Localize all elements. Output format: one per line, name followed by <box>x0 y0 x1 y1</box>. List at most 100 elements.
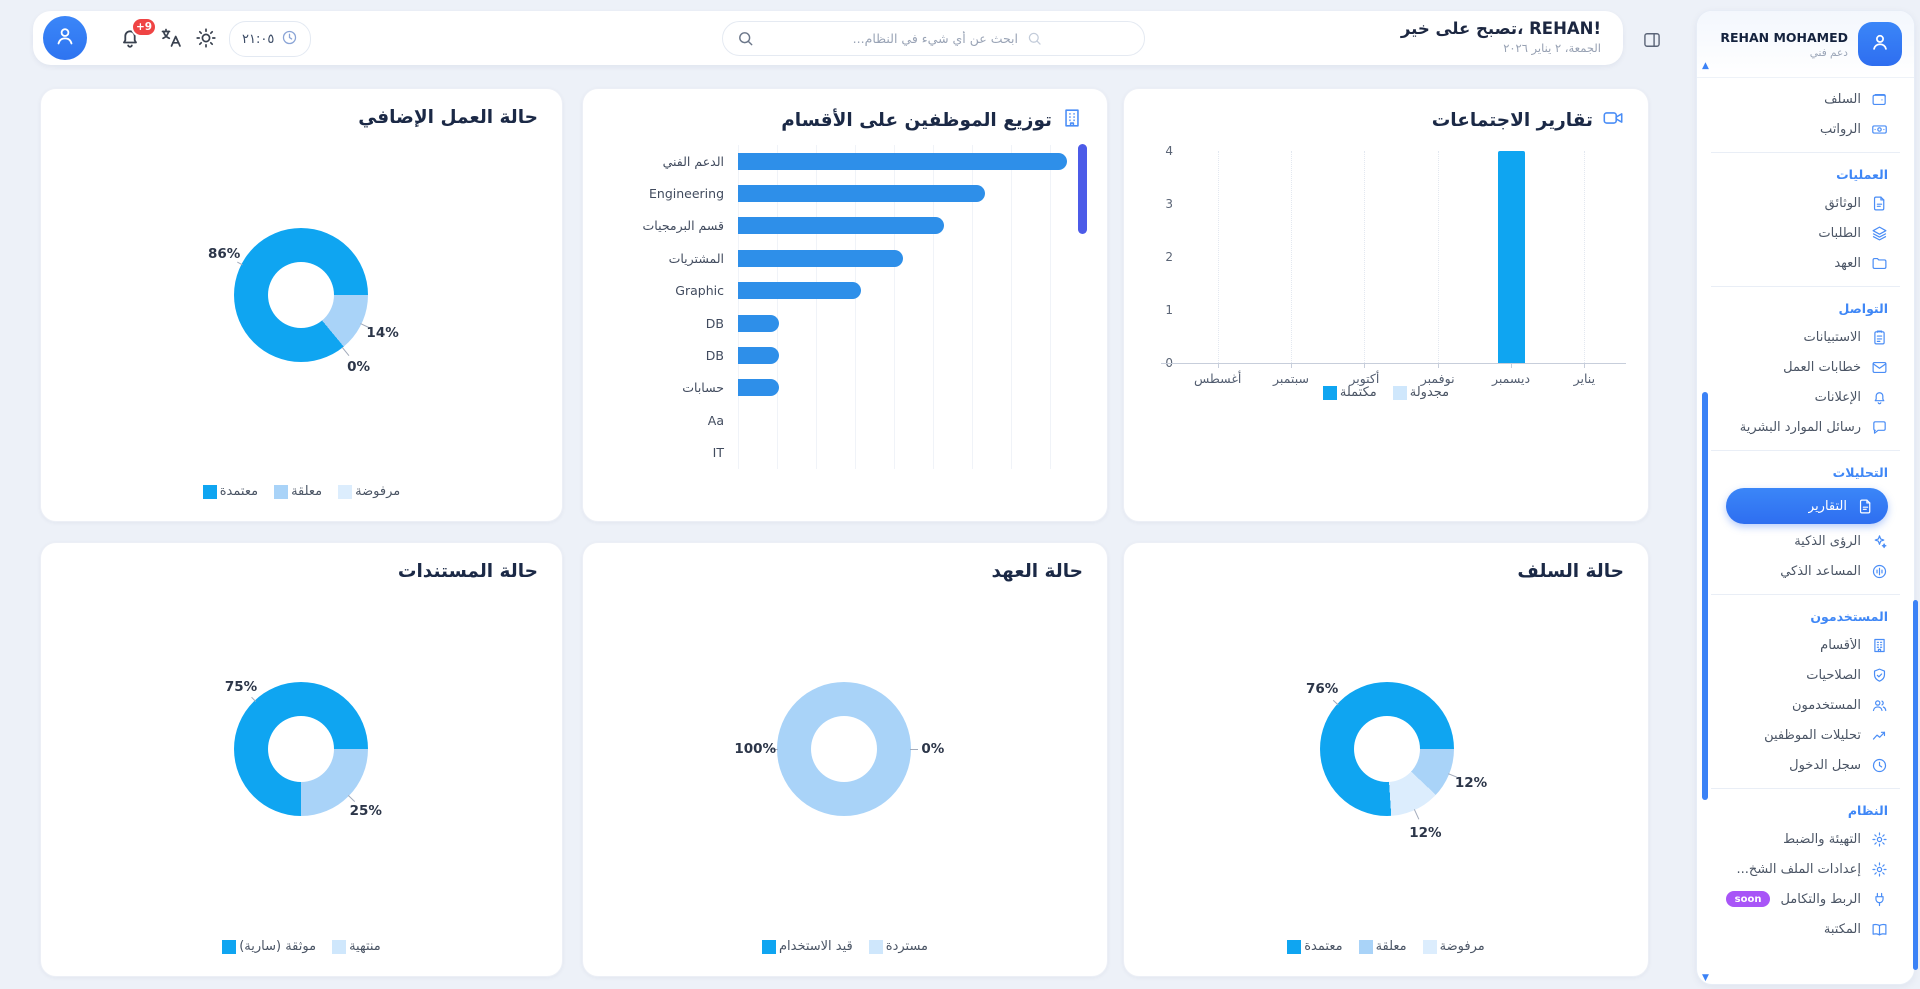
legend-swatch <box>222 939 237 954</box>
x-axis-tick <box>1364 363 1366 368</box>
legend-item: معتمدة <box>1287 939 1343 954</box>
greeting-date: الجمعة، ٢ يناير ٢٠٢٦ <box>1503 41 1601 55</box>
legend-item: مجدولة <box>1392 385 1450 400</box>
legend-label: قيد الاستخدام <box>778 939 853 954</box>
legend-swatch <box>338 484 353 499</box>
book-icon <box>1871 921 1888 938</box>
building-icon <box>1871 637 1888 654</box>
chart-legend: معتمدة معلقة مرفوضة <box>1124 939 1648 954</box>
sidebar-scrollbar-thumb[interactable] <box>1702 392 1708 800</box>
donut-hole <box>268 262 334 328</box>
legend-label: مرفوضة <box>1439 939 1485 954</box>
card-title: حالة السلف <box>1517 561 1624 582</box>
bar <box>738 152 1067 170</box>
legend-swatch <box>274 484 289 499</box>
sidebar-item[interactable]: الرؤى الذكية <box>1697 526 1914 556</box>
theme-sun-icon[interactable] <box>194 26 218 50</box>
user-avatar-button[interactable] <box>43 16 87 60</box>
sidebar-item[interactable]: رسائل الموارد البشرية <box>1697 412 1914 442</box>
person-icon <box>1869 31 1891 57</box>
page-scrollbar-thumb[interactable] <box>1913 600 1918 970</box>
sidebar-item[interactable]: الوثائق <box>1697 188 1914 218</box>
sidebar-item-label: رسائل الموارد البشرية <box>1739 419 1861 435</box>
sidebar-scroll-down-icon[interactable]: ▼ <box>1702 973 1709 983</box>
sidebar-item[interactable]: الاستبيانات <box>1697 322 1914 352</box>
time-text: ٢١:٠٥ <box>242 31 275 47</box>
y-axis-tick: 2 <box>1165 250 1173 264</box>
label-leader-line <box>910 749 918 750</box>
sidebar-item[interactable]: المكتبة <box>1697 914 1914 944</box>
bar <box>1497 151 1525 363</box>
legend-item: مرفوضة <box>1422 939 1485 954</box>
x-axis-label: أكتوبر <box>1349 371 1380 386</box>
nav-divider <box>1711 450 1900 451</box>
notifications-bell-icon[interactable] <box>118 26 142 50</box>
sidebar-item[interactable]: الرواتب <box>1697 114 1914 144</box>
sidebar-item[interactable]: الأقسام <box>1697 630 1914 660</box>
bar-row: Aa <box>607 404 1067 436</box>
search-input[interactable] <box>722 21 1145 56</box>
wallet-icon <box>1871 91 1888 108</box>
profile-role: دعم فني <box>1809 46 1848 59</box>
bar-category-label: المشتريات <box>668 250 724 266</box>
sidebar-item[interactable]: المستخدمون <box>1697 690 1914 720</box>
chart-scrollbar-thumb[interactable] <box>1078 144 1087 234</box>
bar-category-label: Engineering <box>649 186 724 202</box>
legend-swatch <box>1287 939 1302 954</box>
legend-label: معتمدة <box>1304 939 1343 954</box>
sidebar-item[interactable]: السلف <box>1697 84 1914 114</box>
sidebar-toggle-icon[interactable] <box>1641 30 1663 50</box>
legend-label: مجدولة <box>1409 385 1450 400</box>
bar <box>738 282 862 300</box>
sidebar-item-label: المساعد الذكي <box>1780 563 1861 579</box>
time-pill[interactable]: ٢١:٠٥ <box>229 21 312 57</box>
overtime-donut-chart: 86% 14% 0% <box>181 175 421 415</box>
layers-icon <box>1871 225 1888 242</box>
translate-icon[interactable] <box>159 26 183 50</box>
sidebar-item[interactable]: التقارير <box>1726 488 1888 524</box>
sidebar-item[interactable]: الصلاحيات <box>1697 660 1914 690</box>
trend-icon <box>1871 727 1888 744</box>
meetings-bar-chart: 01234أغسطسسبتمبرأكتوبرنوفمبرديسمبريناير <box>1124 89 1648 521</box>
legend-swatch <box>868 939 883 954</box>
document-icon <box>1871 195 1888 212</box>
search-icon-faint <box>1026 30 1043 47</box>
sidebar-item-label: الربط والتكامل <box>1780 891 1861 907</box>
chart-legend: موثقة (سارية) منتهية <box>41 939 562 954</box>
legend-label: منتهية <box>349 939 381 954</box>
sidebar-item[interactable]: التهيئة والضبط <box>1697 824 1914 854</box>
sidebar-item[interactable]: خطابات العمل <box>1697 352 1914 382</box>
sidebar-item[interactable]: الإعلانات <box>1697 382 1914 412</box>
advances-donut-chart: 76% 12% 12% <box>1267 629 1507 869</box>
sidebar-item[interactable]: العهد <box>1697 248 1914 278</box>
sidebar-item-label: الطلبات <box>1818 225 1861 241</box>
sidebar-item-label: العهد <box>1834 255 1861 271</box>
donut-value-label: 0% <box>347 359 371 375</box>
sidebar-item[interactable]: تحليلات الموظفين <box>1697 720 1914 750</box>
sidebar-profile: REHAN MOHAMED دعم فني <box>1697 11 1914 78</box>
sidebar-item[interactable]: إعدادات الملف الشخ... <box>1697 854 1914 884</box>
sidebar-item[interactable]: سجل الدخول <box>1697 750 1914 780</box>
card-documents-status: حالة المستندات 75% 25% موثقة (سارية) منتهي… <box>40 542 563 977</box>
sidebar-item[interactable]: المساعد الذكي <box>1697 556 1914 586</box>
greeting-text: تصبح على خير، REHAN! <box>1400 19 1601 38</box>
shield-icon <box>1871 667 1888 684</box>
legend-item: موثقة (سارية) <box>222 939 316 954</box>
x-axis-label: ديسمبر <box>1491 371 1531 386</box>
sidebar-item[interactable]: الطلبات <box>1697 218 1914 248</box>
nav-divider <box>1711 788 1900 789</box>
legend-label: مرفوضة <box>355 484 401 499</box>
sidebar-scroll-up-icon[interactable]: ▲ <box>1702 61 1709 71</box>
profile-avatar[interactable] <box>1858 22 1902 66</box>
clock-icon <box>1871 757 1888 774</box>
card-custody-status: حالة العهد 0% 100% قيد الاستخدام مستردة <box>582 542 1108 977</box>
bar <box>738 314 780 332</box>
sidebar-item-label: التهيئة والضبط <box>1783 831 1861 847</box>
assistant-icon <box>1871 563 1888 580</box>
card-title: حالة العهد <box>991 561 1083 582</box>
legend-label: مكتملة <box>1339 385 1377 400</box>
legend-label: معتمدة <box>219 484 259 499</box>
x-axis-label: سبتمبر <box>1273 371 1309 386</box>
sidebar-item[interactable]: الربط والتكامل soon <box>1697 884 1914 914</box>
card-title: تقارير الاجتماعات <box>1432 107 1624 134</box>
